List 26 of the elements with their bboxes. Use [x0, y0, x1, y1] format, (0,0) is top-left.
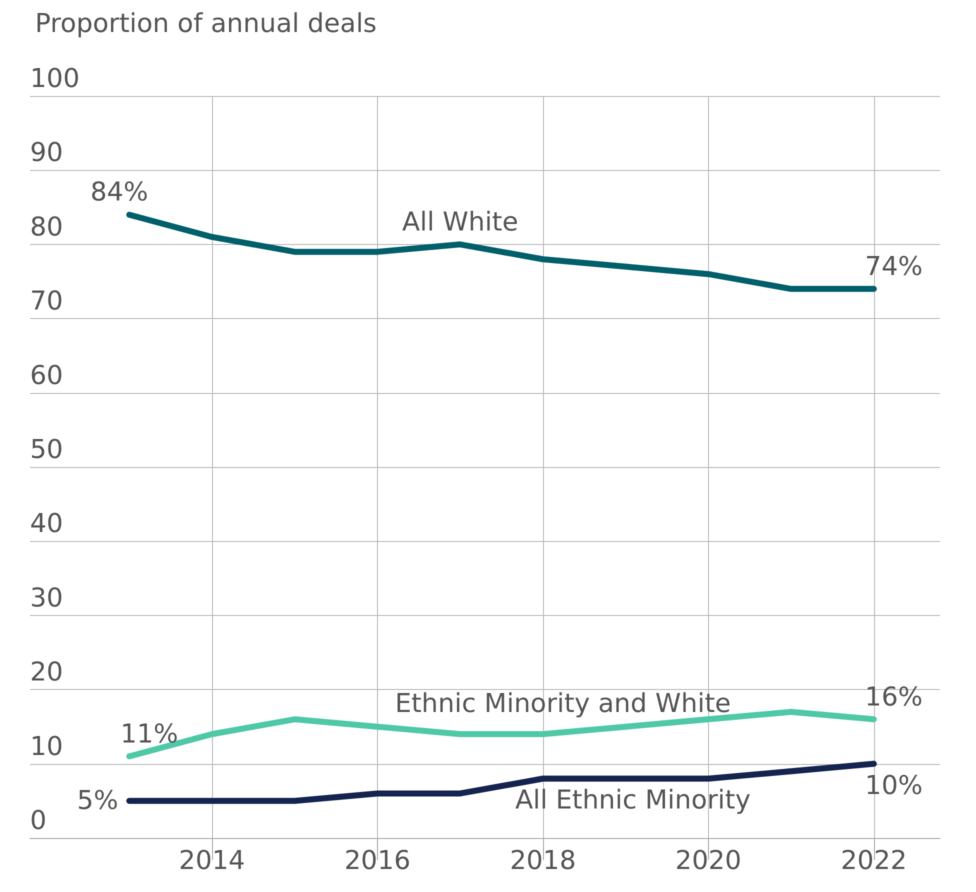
- data-label: 11%: [120, 719, 178, 750]
- y-tick-label: 100: [30, 64, 80, 94]
- x-tick-label: 2020: [675, 846, 742, 876]
- y-tick-label: 20: [30, 658, 64, 688]
- y-tick-label: 70: [30, 286, 64, 317]
- x-tick-label: 2014: [178, 846, 246, 876]
- data-label: 74%: [864, 252, 923, 282]
- series-label: All Ethnic Minority: [515, 786, 751, 816]
- y-tick-label: 10: [30, 732, 64, 762]
- y-tick-label: 40: [30, 509, 64, 540]
- data-label: 84%: [90, 178, 148, 208]
- series-label: All White: [402, 207, 518, 238]
- y-tick-label: 0: [30, 806, 47, 836]
- y-tick-label: 30: [30, 583, 64, 614]
- data-label: 10%: [864, 770, 923, 801]
- y-tick-label: 50: [30, 435, 64, 465]
- y-tick-label: 60: [30, 360, 64, 391]
- y-tick-label: 90: [30, 138, 64, 168]
- y-tick-label: 80: [30, 212, 64, 242]
- series-label: Ethnic Minority and White: [394, 689, 731, 720]
- y-axis-title: Proportion of annual deals: [35, 9, 377, 39]
- x-tick-label: 2018: [510, 846, 576, 876]
- x-tick-label: 2016: [344, 846, 411, 876]
- data-label: 16%: [864, 682, 923, 712]
- x-tick-label: 2022: [840, 846, 907, 876]
- data-label: 5%: [77, 786, 118, 816]
